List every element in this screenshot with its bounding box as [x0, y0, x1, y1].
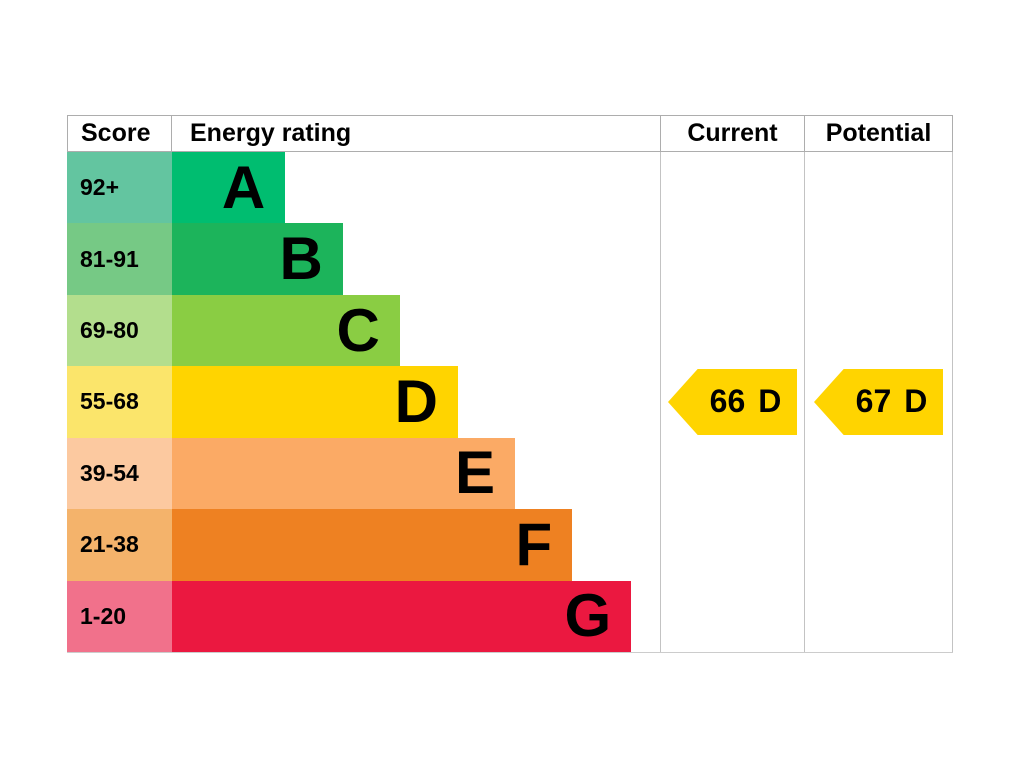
potential-cell-a [805, 152, 952, 223]
current-cell-a [661, 152, 804, 223]
band-row-d: D [172, 366, 660, 438]
current-cell-f [661, 509, 804, 580]
band-bar-d: D [172, 366, 458, 438]
current-cell-d: 66 D [661, 366, 804, 437]
band-row-g: G [172, 580, 660, 652]
current-cell-c [661, 295, 804, 366]
band-bar-a: A [172, 152, 286, 224]
current-rating-letter: D [758, 383, 782, 420]
current-score-value: 66 [709, 383, 746, 420]
score-range-a: 92+ [67, 152, 172, 224]
band-row-e: E [172, 437, 660, 510]
band-bar-g: G [172, 580, 632, 652]
potential-rating-arrow: 67 D [814, 368, 943, 435]
current-column: 66 D [660, 152, 804, 652]
band-bar-b: B [172, 223, 343, 295]
potential-cell-f [805, 509, 952, 580]
current-cell-b [661, 223, 804, 294]
table-header-row: Score Energy rating Current Potential [67, 115, 953, 152]
potential-column: 67 D [804, 152, 953, 652]
current-cell-g [661, 581, 804, 652]
band-bar-c: C [172, 294, 400, 367]
band-row-b: B [172, 223, 660, 295]
band-row-c: C [172, 294, 660, 367]
potential-rating-letter: D [904, 383, 928, 420]
band-row-f: F [172, 509, 660, 581]
header-score: Score [67, 116, 172, 151]
potential-cell-e [805, 438, 952, 509]
score-range-e: 39-54 [67, 437, 172, 510]
current-rating-arrow: 66 D [668, 368, 797, 435]
potential-cell-c [805, 295, 952, 366]
band-row-a: A [172, 152, 660, 224]
current-cell-e [661, 438, 804, 509]
score-range-g: 1-20 [67, 580, 172, 652]
epc-table: Score Energy rating Current Potential 92… [67, 115, 953, 653]
potential-cell-g [805, 581, 952, 652]
header-current: Current [660, 116, 804, 151]
band-bar-f: F [172, 509, 573, 581]
score-range-b: 81-91 [67, 223, 172, 295]
band-bar-e: E [172, 437, 516, 510]
score-range-c: 69-80 [67, 294, 172, 367]
header-potential: Potential [804, 116, 953, 151]
score-column: 92+ 81-91 69-80 55-68 39-54 21-38 1-20 [67, 152, 172, 652]
potential-score-value: 67 [855, 383, 892, 420]
score-range-d: 55-68 [67, 366, 172, 438]
header-energy-rating: Energy rating [190, 119, 352, 147]
potential-cell-b [805, 223, 952, 294]
score-range-f: 21-38 [67, 509, 172, 581]
potential-cell-d: 67 D [805, 366, 952, 437]
